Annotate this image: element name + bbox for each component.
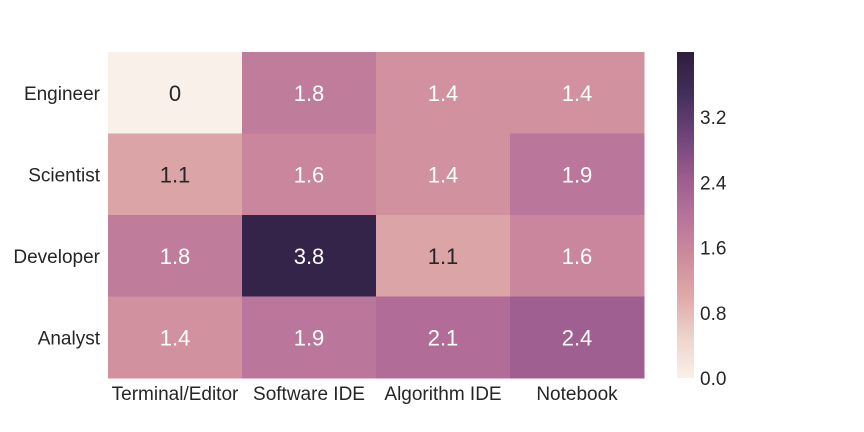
cell-value-label: 1.8 [160,244,191,269]
cell-value-label: 1.8 [294,81,325,106]
y-tick-label: Analyst [38,328,101,349]
cell-value-label: 1.6 [562,244,593,269]
colorbar-gradient [677,52,694,378]
heatmap-cell [108,133,243,216]
heatmap-cell [510,296,645,379]
colorbar-tick-label: 2.4 [700,173,727,194]
heatmap-cell [242,133,377,216]
colorbar-tick-label: 3.2 [700,108,726,129]
colorbar-ticks: 0.0 0.8 1.6 2.4 3.2 [700,108,727,390]
cell-value-label: 1.4 [428,162,459,187]
heatmap-cell [242,296,377,379]
heatmap-cell [108,215,243,297]
heatmap-cell [510,52,645,134]
heatmap-cell [376,52,511,134]
cell-value-label: 0 [169,81,181,106]
heatmap-cell [242,52,377,134]
x-tick-labels: Terminal/Editor Software IDE Algorithm IDE… [112,384,619,405]
cell-value-label: 3.8 [294,244,325,269]
x-tick-label: Terminal/Editor [112,384,239,405]
heatmap-cells: 0 1.8 1.4 1.4 1.1 1.6 1.4 1.9 1.8 3.8 1.1 1.6 1.4 1.9… [108,52,645,379]
colorbar-tick-label: 0.0 [700,369,726,390]
colorbar: 0.0 0.8 1.6 2.4 3.2 [677,52,727,390]
y-tick-label: Developer [13,247,100,268]
cell-value-label: 1.1 [428,244,459,269]
cell-value-label: 2.1 [428,325,459,350]
cell-value-label: 1.6 [294,162,325,187]
heatmap-cell [108,52,243,134]
heatmap-cell [510,133,645,216]
colorbar-tick-label: 1.6 [700,239,726,260]
cell-value-label: 1.1 [160,162,191,187]
y-tick-labels: Engineer Scientist Developer Analyst [13,84,100,350]
heatmap-cell [510,215,645,297]
y-tick-label: Engineer [24,84,101,105]
heatmap-cell [376,215,511,297]
heatmap-cell [376,296,511,379]
cell-value-label: 1.4 [160,325,191,350]
heatmap-cell [376,133,511,216]
heatmap-cell [108,296,243,379]
heatmap-cell [242,215,377,297]
cell-value-label: 1.4 [428,81,459,106]
cell-value-label: 2.4 [562,325,593,350]
cell-value-label: 1.4 [562,81,593,106]
x-tick-label: Algorithm IDE [384,384,501,405]
x-tick-label: Software IDE [253,384,365,405]
cell-value-label: 1.9 [294,325,325,350]
x-tick-label: Notebook [536,384,618,405]
colorbar-tick-label: 0.8 [700,304,726,325]
cell-value-label: 1.9 [562,162,593,187]
y-tick-label: Scientist [28,165,101,186]
